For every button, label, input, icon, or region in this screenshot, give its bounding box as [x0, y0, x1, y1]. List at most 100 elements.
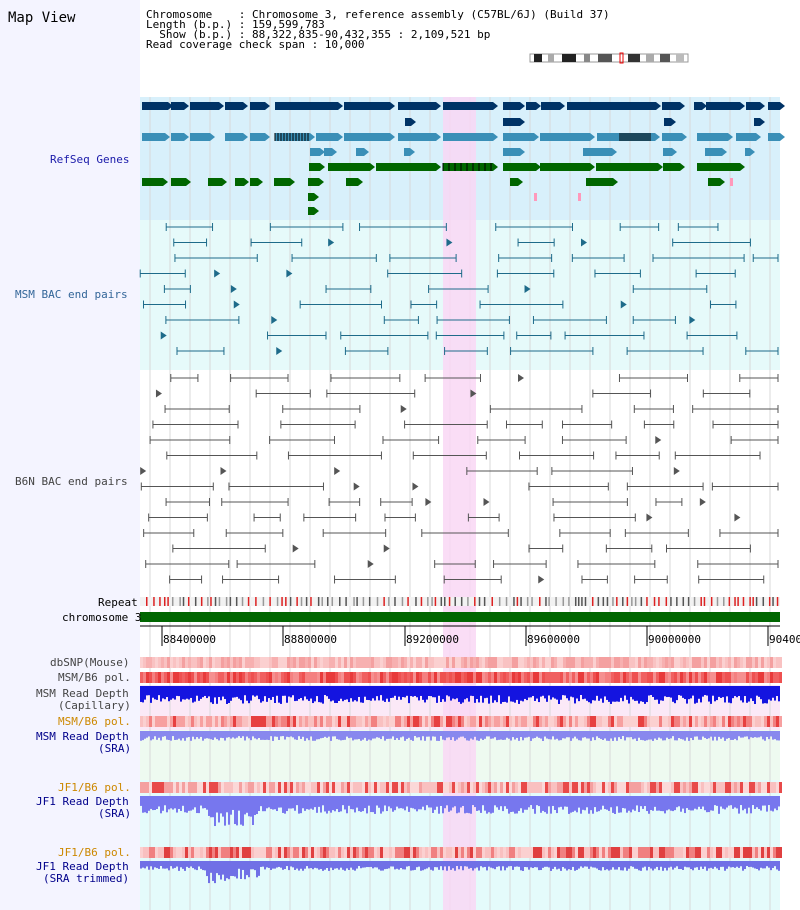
dbsnp-cell [377, 657, 380, 668]
msm-capillary-bar [578, 686, 580, 702]
dbsnp-label[interactable]: dbSNP(Mouse) [50, 656, 130, 669]
msm-sra-bar [582, 731, 584, 738]
jf1-trim-bar [740, 861, 742, 867]
msm-pol2-label[interactable]: MSM/B6 pol. [58, 715, 131, 728]
msm-sra-bar [210, 731, 212, 740]
b6n-bac-pair-arrow [334, 467, 341, 475]
chromosome-label[interactable]: chromosome 3 [62, 611, 142, 624]
msm-depth-cap-label[interactable]: MSM Read Depth [36, 687, 129, 700]
jf1-pol-cell [749, 782, 752, 793]
b6n-bac-label[interactable]: B6N BAC end pairs [15, 475, 128, 488]
msm-pol2-cell [185, 716, 188, 727]
msm-pol-cell [470, 672, 473, 683]
msm-capillary-bar [148, 686, 150, 696]
msm-sra-bar [186, 731, 188, 738]
dbsnp-cell [275, 657, 278, 668]
msm-pol-cell [215, 672, 218, 683]
msm-capillary-bar [224, 686, 226, 700]
jf1-trim-bar [716, 861, 718, 869]
msm-capillary-bar [550, 686, 552, 700]
repeat-element [491, 597, 493, 606]
jf1-pol2-cell [203, 847, 206, 858]
jf1-trim-bar [616, 861, 618, 870]
msm-bac-label[interactable]: MSM BAC end pairs [15, 288, 128, 301]
msm-capillary-bar [350, 686, 352, 699]
jf1-trim-bar [606, 861, 608, 870]
dbsnp-cell [191, 657, 194, 668]
msm-sra-bar [742, 731, 744, 738]
msm-capillary-bar [648, 686, 650, 696]
jf1-pol-cell [773, 782, 776, 793]
msm-pol2-cell [482, 716, 485, 727]
msm-pol2-cell [605, 716, 608, 727]
msm-pol2-cell [296, 716, 299, 727]
msm-sra-bar [700, 731, 702, 740]
jf1-sra-bar [406, 796, 408, 807]
msm-capillary-bar [668, 686, 670, 697]
msm-sra-bar [654, 731, 656, 739]
gene-feature [663, 148, 672, 156]
repeat-label[interactable]: Repeat [98, 596, 138, 609]
msm-pol-label[interactable]: MSM/B6 pol. [58, 671, 131, 684]
chromosome-ideogram[interactable] [528, 52, 692, 64]
gene-feature [503, 148, 520, 156]
repeat-element [218, 597, 221, 606]
msm-pol-cell [284, 672, 287, 683]
msm-capillary-bar [456, 686, 458, 699]
jf1-sra-label[interactable]: JF1 Read Depth [36, 795, 129, 808]
dbsnp-cell [146, 657, 149, 668]
msm-pol-cell [203, 672, 206, 683]
jf1-trim-bar [546, 861, 548, 867]
msm-capillary-bar [388, 686, 390, 702]
msm-sra-bar [522, 731, 524, 741]
jf1-trim-bar [518, 861, 520, 867]
b6n-bac-pair-arrow [673, 467, 680, 475]
dbsnp-cell [350, 657, 353, 668]
gene-arrow [265, 102, 270, 110]
jf1-trim-bar [262, 861, 264, 867]
msm-sra-bar [558, 731, 560, 741]
repeat-element [444, 597, 446, 606]
repeat-element [163, 597, 166, 606]
dbsnp-cell [245, 657, 248, 668]
jf1-sra-bar [150, 796, 152, 809]
jf1-pol2-cell [146, 847, 149, 858]
jf1-sra-bar [720, 796, 722, 807]
jf1-sra-bar [534, 796, 536, 814]
jf1-pol2-cell [296, 847, 299, 858]
msm-sra-bar [212, 731, 214, 740]
msm-pol-cell [446, 672, 449, 683]
jf1-pol2-cell [659, 847, 662, 858]
msm-sra-label[interactable]: MSM Read Depth [36, 730, 129, 743]
msm-sra-bar [432, 731, 434, 737]
jf1-pol2-cell [602, 847, 605, 858]
dbsnp-cell [494, 657, 497, 668]
jf1-pol-label[interactable]: JF1/B6 pol. [58, 781, 131, 794]
msm-sra-bar [160, 731, 162, 741]
msm-capillary-bar [536, 686, 538, 699]
jf1-trim-label[interactable]: JF1 Read Depth [36, 860, 129, 873]
repeat-element [167, 597, 169, 606]
gene-feature [768, 133, 780, 141]
msm-pol2-cell [608, 716, 611, 727]
region-info: Chromosome : Chromosome 3, reference ass… [146, 9, 610, 50]
jf1-sra-bar [158, 796, 160, 807]
jf1-trim-bar [354, 861, 356, 871]
dbsnp-cell [344, 657, 347, 668]
msm-pol-cell [677, 672, 680, 683]
jf1-trim-bar [762, 861, 764, 869]
msm-capillary-bar [416, 686, 418, 698]
msm-capillary-bar [690, 686, 692, 699]
jf1-pol-cell [509, 782, 512, 793]
msm-pol-cell [578, 672, 581, 683]
jf1-pol2-cell [257, 847, 260, 858]
jf1-sra-bar [196, 796, 198, 814]
refseq-genes-label[interactable]: RefSeq Genes [50, 153, 130, 166]
jf1-pol-cell [644, 782, 647, 793]
msm-pol-cell [602, 672, 605, 683]
jf1-pol2-label[interactable]: JF1/B6 pol. [58, 846, 131, 859]
msm-capillary-bar [284, 686, 286, 696]
b6n-bac-pair-arrow [538, 575, 545, 584]
msm-capillary-bar [186, 686, 188, 699]
